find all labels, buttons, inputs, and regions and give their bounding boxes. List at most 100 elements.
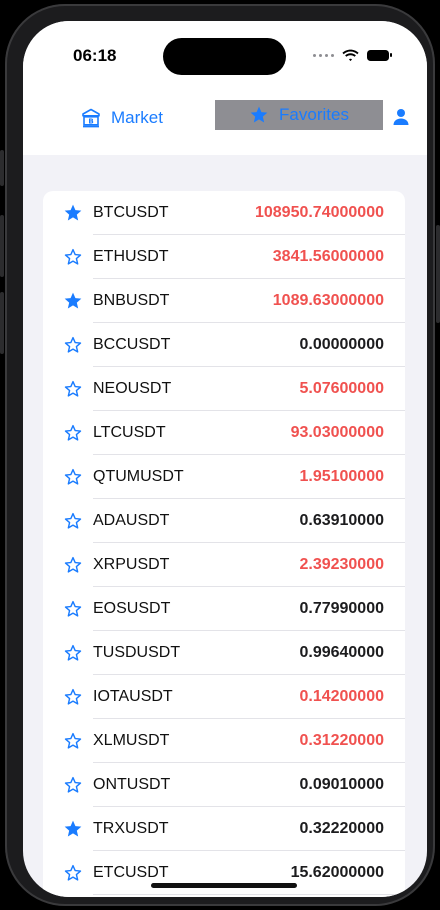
star-outline-icon[interactable] (63, 643, 83, 663)
person-icon (393, 109, 409, 125)
ticker-price: 0.99640000 (299, 644, 384, 661)
star-filled-icon[interactable] (63, 291, 83, 311)
star-outline-icon[interactable] (63, 687, 83, 707)
ticker-row[interactable]: ETHUSDT 3841.56000000 (43, 235, 405, 279)
home-indicator[interactable] (151, 883, 297, 888)
cellular-signal-icon (313, 53, 334, 57)
star-outline-icon[interactable] (63, 555, 83, 575)
ticker-price: 0.77990000 (299, 600, 384, 617)
star-outline-icon[interactable] (63, 247, 83, 267)
ticker-row[interactable]: ADAUSDT 0.63910000 (43, 499, 405, 543)
ticker-symbol: TUSDUSDT (93, 644, 181, 661)
ticker-price: 3841.56000000 (272, 248, 384, 265)
dynamic-island (163, 38, 286, 75)
row-divider (93, 322, 405, 323)
ticker-row[interactable]: ONTUSDT 0.09010000 (43, 763, 405, 807)
ticker-price: 0.09010000 (299, 776, 384, 793)
row-divider (93, 762, 405, 763)
row-divider (93, 498, 405, 499)
row-divider (93, 410, 405, 411)
ticker-row[interactable]: QTUMUSDT 1.95100000 (43, 455, 405, 499)
ticker-symbol: QTUMUSDT (93, 468, 184, 485)
ticker-row[interactable]: NEOUSDT 5.07600000 (43, 367, 405, 411)
ticker-price: 108950.74000000 (254, 204, 384, 221)
ticker-symbol: XLMUSDT (93, 732, 170, 749)
ticker-row[interactable]: IOTAUSDT 0.14200000 (43, 675, 405, 719)
row-divider (93, 674, 405, 675)
star-outline-icon[interactable] (63, 511, 83, 531)
star-filled-icon[interactable] (63, 819, 83, 839)
ticker-price: 0.31220000 (299, 732, 384, 749)
star-outline-icon[interactable] (63, 863, 83, 883)
ticker-row[interactable]: TUSDUSDT 0.99640000 (43, 631, 405, 675)
ticker-price: 1.95100000 (299, 468, 384, 485)
svg-text:B: B (88, 118, 93, 126)
ticker-price: 15.62000000 (290, 864, 384, 881)
ticker-symbol: ETHUSDT (93, 248, 169, 265)
tab-market-label: Market (111, 108, 163, 127)
ticker-symbol: ADAUSDT (93, 512, 170, 529)
ticker-symbol: IOTAUSDT (93, 688, 173, 705)
ticker-symbol: ETCUSDT (93, 864, 169, 881)
ticker-symbol: BTCUSDT (93, 204, 169, 221)
row-divider (93, 366, 405, 367)
bank-icon: B (82, 108, 100, 128)
star-outline-icon[interactable] (63, 599, 83, 619)
ticker-symbol: ONTUSDT (93, 776, 171, 793)
row-divider (93, 630, 405, 631)
row-divider (93, 234, 405, 235)
ticker-symbol: BNBUSDT (93, 292, 170, 309)
ticker-list: BTCUSDT 108950.74000000 ETHUSDT 3841.560… (43, 191, 405, 897)
row-divider (93, 278, 405, 279)
row-divider (93, 806, 405, 807)
ticker-price: 93.03000000 (290, 424, 384, 441)
status-time: 06:18 (73, 46, 117, 65)
ticker-row[interactable]: BNBUSDT 1089.63000000 (43, 279, 405, 323)
ticker-price: 0.00000000 (299, 336, 384, 353)
row-divider (93, 894, 405, 895)
ticker-row[interactable]: TRXUSDT 0.32220000 (43, 807, 405, 851)
tab-favorites-label: Favorites (279, 105, 349, 124)
ticker-symbol: XRPUSDT (93, 556, 170, 573)
star-outline-icon[interactable] (63, 731, 83, 751)
star-outline-icon[interactable] (63, 379, 83, 399)
star-outline-icon[interactable] (63, 467, 83, 487)
app-screen: 06:18 B Market (23, 21, 427, 897)
ticker-price: 2.39230000 (299, 556, 384, 573)
tab-favorites[interactable]: Favorites (215, 100, 383, 130)
star-outline-icon[interactable] (63, 335, 83, 355)
ticker-symbol: EOSUSDT (93, 600, 171, 617)
top-navigation: B Market Favorites (23, 83, 427, 155)
row-divider (93, 542, 405, 543)
wifi-icon (342, 49, 359, 61)
star-filled-icon[interactable] (63, 203, 83, 223)
ticker-price: 0.14200000 (299, 688, 384, 705)
ticker-price: 0.63910000 (299, 512, 384, 529)
row-divider (93, 586, 405, 587)
tab-market[interactable]: B Market (81, 107, 163, 129)
ticker-row[interactable]: BTCUSDT 108950.74000000 (43, 191, 405, 235)
star-outline-icon[interactable] (63, 423, 83, 443)
phone-frame: 06:18 B Market (5, 4, 435, 906)
ticker-symbol: TRXUSDT (93, 820, 169, 837)
ticker-row[interactable]: LTCUSDT 93.03000000 (43, 411, 405, 455)
star-outline-icon[interactable] (63, 775, 83, 795)
row-divider (93, 454, 405, 455)
ticker-row[interactable]: EOSUSDT 0.77990000 (43, 587, 405, 631)
status-icons (313, 48, 392, 62)
star-filled-icon (250, 106, 268, 123)
battery-icon (367, 49, 392, 61)
ticker-row[interactable]: BCCUSDT 0.00000000 (43, 323, 405, 367)
ticker-symbol: LTCUSDT (93, 424, 166, 441)
ticker-row[interactable]: XRPUSDT 2.39230000 (43, 543, 405, 587)
ticker-symbol: BCCUSDT (93, 336, 171, 353)
ticker-symbol: NEOUSDT (93, 380, 172, 397)
ticker-price: 0.32220000 (299, 820, 384, 837)
ticker-row[interactable]: ETCUSDT 15.62000000 (43, 851, 405, 895)
ticker-price: 5.07600000 (299, 380, 384, 397)
profile-button[interactable] (392, 108, 410, 131)
row-divider (93, 718, 405, 719)
ticker-row[interactable]: XLMUSDT 0.31220000 (43, 719, 405, 763)
row-divider (93, 850, 405, 851)
ticker-price: 1089.63000000 (272, 292, 384, 309)
